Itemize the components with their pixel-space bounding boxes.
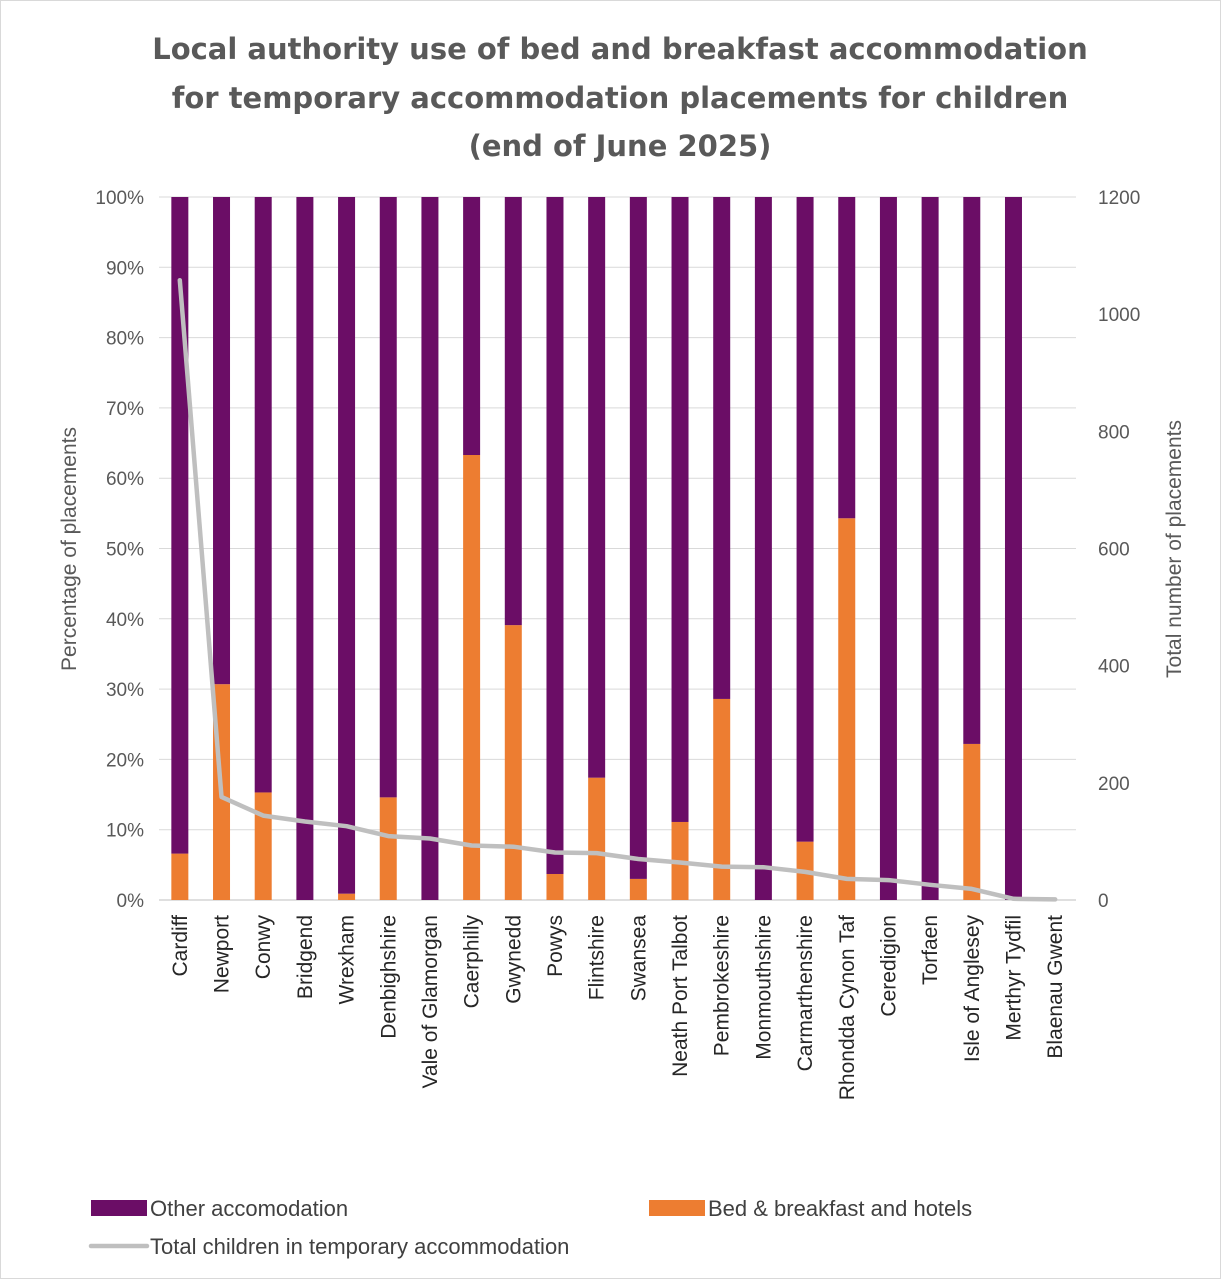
legend-label-other: Other accomodation [150, 1196, 348, 1221]
category-label: Pembrokeshire [711, 915, 734, 1056]
left-tick-label: 30% [106, 680, 144, 701]
category-label: Monmouthshire [752, 915, 775, 1060]
bar-other-accommodation [796, 197, 814, 842]
right-tick-label: 200 [1098, 774, 1130, 795]
legend-swatch-other [91, 1200, 147, 1216]
bar-bed-breakfast [963, 743, 981, 900]
category-label: Rhondda Cynon Taf [836, 915, 859, 1100]
bar-bed-breakfast [713, 698, 731, 900]
category-label: Torfaen [919, 915, 942, 985]
left-tick-label: 0% [117, 891, 145, 912]
category-label: Ceredigion [877, 915, 900, 1017]
bar-other-accommodation [296, 197, 314, 900]
category-label: Denbighshire [377, 915, 400, 1039]
bar-other-accommodation [713, 197, 731, 699]
left-tick-label: 90% [106, 258, 144, 279]
legend-label-bed-breakfast: Bed & breakfast and hotels [708, 1196, 972, 1221]
bar-other-accommodation [254, 197, 272, 793]
left-tick-label: 10% [106, 821, 144, 842]
bar-other-accommodation [421, 197, 439, 900]
bar-bed-breakfast [629, 878, 647, 900]
right-tick-label: 0 [1098, 891, 1109, 912]
bar-other-accommodation [963, 197, 981, 744]
right-tick-label: 1000 [1098, 305, 1140, 326]
bar-bed-breakfast [838, 518, 856, 900]
right-tick-label: 800 [1098, 422, 1130, 443]
chart-title-line: (end of June 2025) [469, 129, 772, 163]
category-label: Neath Port Talbot [669, 915, 692, 1077]
bar-other-accommodation [213, 197, 231, 685]
bar-bed-breakfast [171, 853, 189, 900]
bar-other-accommodation [463, 197, 481, 456]
category-label: Carmarthenshire [794, 915, 817, 1071]
bar-bed-breakfast [546, 873, 564, 900]
bar-other-accommodation [629, 197, 647, 879]
category-label: Conwy [252, 915, 275, 980]
bar-other-accommodation [879, 197, 897, 900]
bars [171, 197, 1022, 900]
category-label: Wrexham [336, 915, 359, 1004]
bar-other-accommodation [838, 197, 856, 519]
right-tick-label: 600 [1098, 540, 1130, 561]
right-axis: 0 200 400 600 800 1000 1200 [1098, 188, 1140, 912]
category-labels: Cardiff Newport Conwy Bridgend Wrexham Denbig… [169, 915, 1067, 1101]
category-label: Caerphilly [461, 915, 484, 1009]
left-tick-label: 20% [106, 750, 144, 771]
category-label: Isle of Anglesey [961, 915, 984, 1063]
left-tick-label: 100% [95, 188, 144, 209]
y-axis-title: Percentage of placements [58, 427, 81, 671]
left-axis: 0% 10% 20% 30% 40% 50% 60% 70% 80% 90% 100% [95, 188, 144, 912]
left-tick-label: 80% [106, 329, 144, 350]
legend[interactable]: Other accomodation Bed & breakfast and ho… [88, 1196, 972, 1259]
left-tick-label: 40% [106, 610, 144, 631]
legend-label-total: Total children in temporary accommodatio… [150, 1234, 569, 1259]
left-tick-label: 60% [106, 469, 144, 490]
category-label: Flintshire [586, 915, 609, 1000]
chart-title-line: for temporary accommodation placements f… [172, 81, 1068, 115]
category-label: Blaenau Gwent [1044, 915, 1067, 1059]
category-label: Merthyr Tydfil [1003, 915, 1026, 1041]
right-tick-label: 1200 [1098, 188, 1140, 209]
bar-other-accommodation [379, 197, 397, 798]
left-tick-label: 50% [106, 540, 144, 561]
bar-other-accommodation [921, 197, 939, 900]
category-label: Bridgend [294, 915, 317, 999]
category-label: Newport [211, 915, 234, 993]
right-tick-label: 400 [1098, 657, 1130, 678]
bar-other-accommodation [588, 197, 606, 778]
bar-bed-breakfast [338, 893, 356, 900]
y2-axis-title: Total number of placements [1163, 420, 1186, 678]
bar-bed-breakfast [504, 625, 522, 900]
chart-title: Local authority use of bed and breakfast… [152, 32, 1088, 163]
bar-bed-breakfast [379, 797, 397, 900]
left-tick-label: 70% [106, 399, 144, 420]
bar-other-accommodation [338, 197, 356, 894]
bar-bed-breakfast [254, 792, 272, 900]
bar-other-accommodation [754, 197, 772, 900]
bar-other-accommodation [671, 197, 689, 822]
category-label: Gwynedd [502, 915, 525, 1004]
legend-swatch-bed-breakfast [649, 1200, 705, 1216]
bar-bed-breakfast [588, 777, 606, 900]
bar-other-accommodation [546, 197, 564, 874]
category-label: Cardiff [169, 915, 192, 977]
bar-other-accommodation [1004, 197, 1022, 900]
category-label: Vale of Glamorgan [419, 915, 442, 1089]
category-label: Swansea [627, 915, 650, 1002]
chart-title-line: Local authority use of bed and breakfast… [152, 32, 1088, 66]
bar-bed-breakfast [463, 455, 481, 900]
bar-other-accommodation [504, 197, 522, 626]
total-line [177, 277, 1058, 902]
category-label: Powys [544, 915, 567, 977]
line-total-children [177, 277, 1058, 902]
